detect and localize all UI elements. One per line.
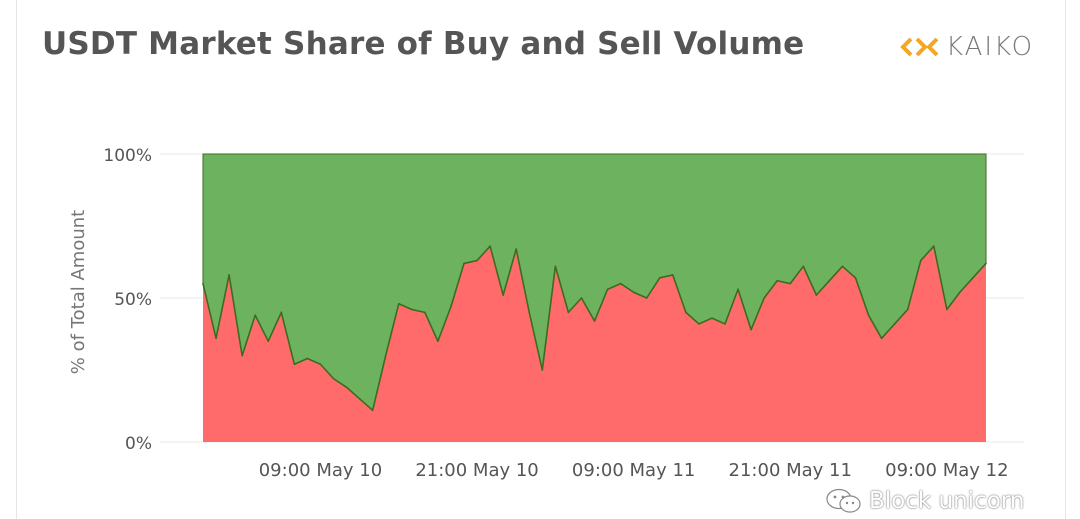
wechat-icon	[826, 488, 861, 513]
data-point	[345, 386, 348, 389]
data-point	[437, 340, 439, 343]
data-point	[789, 282, 792, 285]
data-point	[698, 323, 700, 325]
data-point	[763, 297, 765, 299]
data-point	[397, 302, 400, 305]
data-point	[685, 311, 687, 314]
data-point	[254, 314, 256, 317]
data-point	[202, 282, 204, 285]
data-point	[450, 305, 452, 308]
brand-logo: KAIKO	[900, 32, 1034, 62]
data-point	[867, 314, 870, 317]
y-tick-label: 50%	[114, 290, 152, 310]
y-tick-label: 100%	[103, 146, 152, 166]
data-point	[306, 357, 309, 360]
data-point	[371, 409, 374, 412]
data-point	[319, 363, 322, 366]
data-point	[554, 265, 557, 268]
data-point	[541, 369, 544, 371]
watermark: Block unicorn	[825, 488, 1024, 514]
data-point	[411, 308, 413, 311]
data-point	[711, 317, 713, 319]
data-point	[424, 311, 426, 314]
y-tick-label: 0%	[125, 434, 152, 454]
data-point	[502, 294, 504, 296]
kaiko-logo-icon	[900, 37, 939, 57]
data-point	[776, 279, 778, 282]
x-tick-label: 09:00 May 10	[259, 460, 382, 481]
data-point	[593, 320, 596, 322]
data-point	[476, 259, 478, 262]
chart-title: USDT Market Share of Buy and Sell Volume	[42, 26, 805, 62]
data-point	[893, 323, 896, 325]
data-point	[632, 291, 635, 294]
x-tick-label: 21:00 May 10	[415, 460, 538, 481]
data-point	[241, 354, 243, 357]
data-point	[737, 288, 739, 291]
data-point	[959, 291, 961, 294]
data-point	[906, 308, 909, 311]
data-point	[332, 377, 335, 380]
data-point	[919, 259, 922, 262]
data-point	[672, 274, 674, 276]
data-point	[515, 248, 517, 250]
series-area-buy	[203, 246, 986, 442]
data-point	[606, 288, 609, 291]
data-point	[267, 340, 270, 343]
data-point	[880, 337, 883, 340]
data-point	[802, 265, 805, 268]
data-point	[215, 337, 217, 340]
data-point	[384, 354, 387, 357]
data-point	[658, 277, 661, 279]
data-point	[724, 323, 726, 325]
data-point	[293, 363, 296, 366]
data-point	[815, 294, 818, 296]
data-point	[854, 277, 857, 279]
brand-name: KAIKO	[946, 32, 1035, 62]
data-point	[528, 311, 531, 314]
x-tick-label: 09:00 May 12	[885, 460, 1008, 481]
data-point	[280, 311, 283, 314]
data-point	[946, 308, 948, 311]
data-point	[619, 282, 622, 285]
data-point	[750, 328, 752, 331]
data-point	[972, 277, 974, 279]
y-axis-label: % of Total Amount	[68, 210, 89, 374]
x-tick-label: 09:00 May 11	[572, 460, 695, 481]
watermark-text: Block unicorn	[869, 488, 1025, 514]
data-point	[580, 297, 583, 299]
data-point	[933, 245, 935, 247]
data-point	[645, 297, 648, 299]
data-point	[228, 274, 230, 276]
x-tick-label: 21:00 May 11	[729, 460, 852, 481]
data-point	[841, 265, 844, 268]
data-point	[828, 279, 831, 282]
data-point	[985, 262, 987, 265]
data-point	[463, 262, 465, 265]
data-point	[489, 245, 491, 247]
data-point	[567, 311, 570, 314]
data-point	[358, 398, 361, 400]
